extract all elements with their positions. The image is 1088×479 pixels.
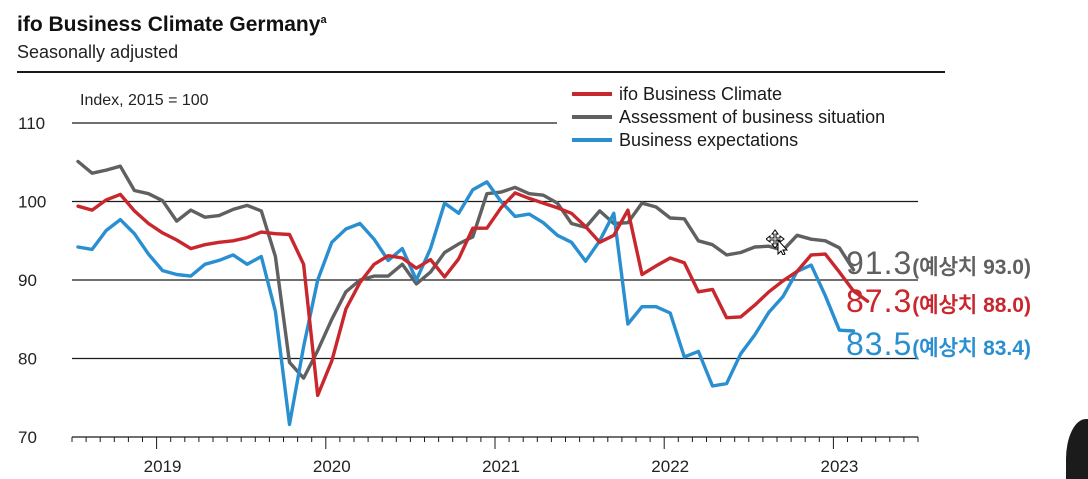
end-label-expectations: 83.5(예상치 83.4) (846, 326, 1031, 362)
y-tick-label: 70 (18, 428, 37, 447)
legend: ifo Business Climate Assessment of busine… (572, 84, 885, 150)
corner-decoration (1066, 419, 1088, 479)
chart-subtitle: Seasonally adjusted (17, 42, 179, 62)
x-tick-label: 2022 (651, 457, 689, 476)
end-label-value: 83.5 (846, 326, 912, 362)
end-label-value: 91.3 (846, 245, 912, 281)
end-label-ifo_business_climate: 87.3(예상치 88.0) (846, 283, 1031, 319)
title-footnote-marker: a (320, 14, 327, 26)
move-cursor-icon (766, 229, 788, 255)
y-tick-labels: 70 80 90 100 110 (18, 114, 46, 447)
x-tick-label: 2021 (482, 457, 520, 476)
x-axis: 2019 2020 2021 2022 2023 (71, 436, 919, 476)
end-label-note: (예상치 83.4) (912, 337, 1031, 360)
series-line-ifo_business_climate (76, 191, 870, 398)
x-tick-label: 2023 (820, 457, 858, 476)
chart-title: ifo Business Climate Germanya (17, 13, 327, 37)
x-tick-label: 2020 (313, 457, 351, 476)
y-tick-label: 90 (18, 271, 37, 290)
end-label-value: 87.3 (846, 283, 912, 319)
legend-label-expectations: Business expectations (619, 130, 798, 150)
y-tick-label: 80 (18, 350, 37, 369)
y-tick-label: 110 (18, 114, 45, 133)
grid-lines (72, 122, 918, 360)
legend-label-assessment: Assessment of business situation (619, 107, 885, 127)
chart-title-text: ifo Business Climate Germany (17, 13, 321, 36)
end-label-assessment: 91.3(예상치 93.0) (846, 245, 1031, 281)
series-line-expectations (76, 180, 856, 427)
end-label-note: (예상치 88.0) (912, 294, 1031, 317)
y-axis-label: Index, 2015 = 100 (80, 92, 209, 109)
end-label-note: (예상치 93.0) (912, 256, 1031, 279)
end-value-labels: 91.3(예상치 93.0)87.3(예상치 88.0)83.5(예상치 83.… (846, 245, 1031, 362)
x-tick-label: 2019 (144, 457, 182, 476)
legend-label-ifo_business_climate: ifo Business Climate (619, 84, 782, 104)
y-tick-label: 100 (18, 193, 46, 212)
series-lines (76, 159, 870, 427)
series-line-assessment (76, 159, 856, 380)
